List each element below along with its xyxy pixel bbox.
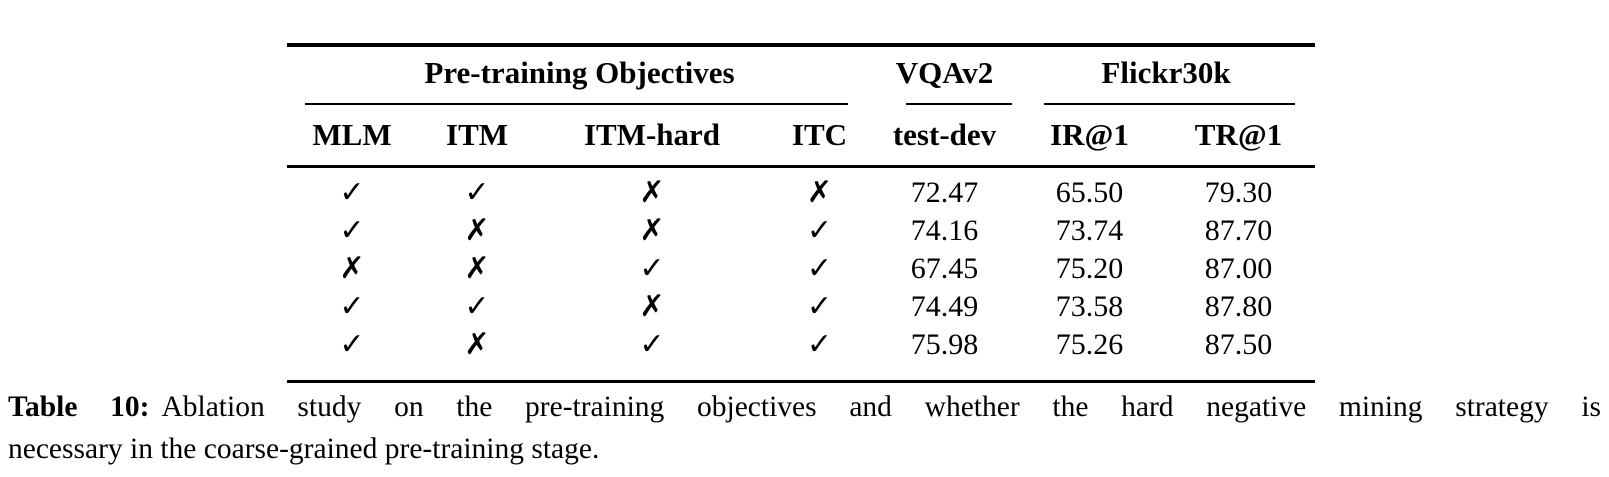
mark-cell-itm-hard: ✓ <box>639 326 665 362</box>
table-row: ✗ ✗ ✓ ✓ 67.45 75.20 87.00 <box>287 250 1315 288</box>
value-cell-test-dev: 74.49 <box>910 289 979 323</box>
mark-cell-itc: ✓ <box>806 250 833 286</box>
column-header-ir1: IR@1 <box>1050 117 1129 152</box>
mark-cell-itc: ✓ <box>806 326 833 362</box>
column-header-test-dev: test-dev <box>892 117 997 152</box>
header-separator-rule <box>287 165 1315 168</box>
mark-cell-itm: ✓ <box>464 174 490 210</box>
value-cell-ir1: 65.50 <box>1055 175 1124 209</box>
value-cell-tr1: 87.80 <box>1204 289 1273 323</box>
mark-cell-itm-hard: ✗ <box>639 212 665 248</box>
caption-text-1: Ablation study on the pre-training objec… <box>161 391 1601 423</box>
caption-line-2: necessary in the coarse-grained pre-trai… <box>8 433 600 465</box>
mark-cell-itc: ✗ <box>806 174 833 210</box>
mark-cell-itm: ✗ <box>464 250 490 286</box>
mark-cell-itm-hard: ✓ <box>639 250 665 286</box>
mark-cell-itm: ✗ <box>464 212 490 248</box>
table-caption: Table 10: Ablation study on the pre-train… <box>8 386 1601 470</box>
value-cell-tr1: 87.70 <box>1204 213 1273 247</box>
value-cell-ir1: 73.74 <box>1055 213 1124 247</box>
mark-cell-itm: ✓ <box>464 288 490 324</box>
group-underline-rule <box>305 103 848 105</box>
group-flickr30k: Flickr30k <box>1017 47 1315 105</box>
group-label-pretraining-objectives: Pre-training Objectives <box>424 55 735 90</box>
value-cell-test-dev: 75.98 <box>910 327 979 361</box>
value-cell-tr1: 87.00 <box>1204 251 1273 285</box>
column-header-tr1: TR@1 <box>1194 117 1283 152</box>
group-label-vqav2: VQAv2 <box>895 55 994 90</box>
mark-cell-itm: ✗ <box>464 326 490 362</box>
mark-cell-itc: ✓ <box>806 288 833 324</box>
value-cell-tr1: 87.50 <box>1204 327 1273 361</box>
mark-cell-itc: ✓ <box>806 212 833 248</box>
caption-line-1: Table 10: Ablation study on the pre-train… <box>8 386 1601 428</box>
mark-cell-mlm: ✓ <box>339 326 365 362</box>
value-cell-tr1: 79.30 <box>1204 175 1273 209</box>
group-label-flickr30k: Flickr30k <box>1101 55 1231 90</box>
value-cell-ir1: 75.26 <box>1055 327 1124 361</box>
group-underline-rule <box>1044 103 1295 105</box>
table-row: ✓ ✗ ✓ ✓ 75.98 75.26 87.50 <box>287 326 1315 364</box>
column-header-itc: ITC <box>791 117 848 152</box>
column-header-itm: ITM <box>446 117 508 152</box>
group-pretraining-objectives: Pre-training Objectives <box>287 47 872 105</box>
ablation-table: Pre-training Objectives VQAv2 Flickr30k … <box>287 43 1315 383</box>
group-underline-rule <box>906 103 1012 105</box>
mark-cell-mlm: ✓ <box>339 174 365 210</box>
value-cell-test-dev: 72.47 <box>910 175 979 209</box>
value-cell-ir1: 73.58 <box>1055 289 1124 323</box>
table-body: ✓ ✓ ✗ ✗ 72.47 65.50 79.30 ✓ ✗ ✗ ✓ 74.16 … <box>287 168 1315 380</box>
mark-cell-mlm: ✓ <box>339 212 365 248</box>
table-row: ✓ ✓ ✗ ✗ 72.47 65.50 79.30 <box>287 174 1315 212</box>
mark-cell-itm-hard: ✗ <box>639 174 665 210</box>
table-column-header-row: MLM ITM ITM-hard ITC test-dev IR@1 TR@1 <box>287 105 1315 165</box>
table-row: ✓ ✓ ✗ ✓ 74.49 73.58 87.80 <box>287 288 1315 326</box>
caption-label: Table 10: <box>8 391 150 423</box>
table-group-header-row: Pre-training Objectives VQAv2 Flickr30k <box>287 47 1315 105</box>
mark-cell-itm-hard: ✗ <box>639 288 665 324</box>
value-cell-test-dev: 74.16 <box>910 213 979 247</box>
value-cell-test-dev: 67.45 <box>910 251 979 285</box>
table-row: ✓ ✗ ✗ ✓ 74.16 73.74 87.70 <box>287 212 1315 250</box>
value-cell-ir1: 75.20 <box>1055 251 1124 285</box>
mark-cell-mlm: ✗ <box>339 250 365 286</box>
column-header-mlm: MLM <box>312 117 392 152</box>
mark-cell-mlm: ✓ <box>339 288 365 324</box>
group-vqav2: VQAv2 <box>872 47 1017 105</box>
column-header-itm-hard: ITM-hard <box>583 117 721 152</box>
